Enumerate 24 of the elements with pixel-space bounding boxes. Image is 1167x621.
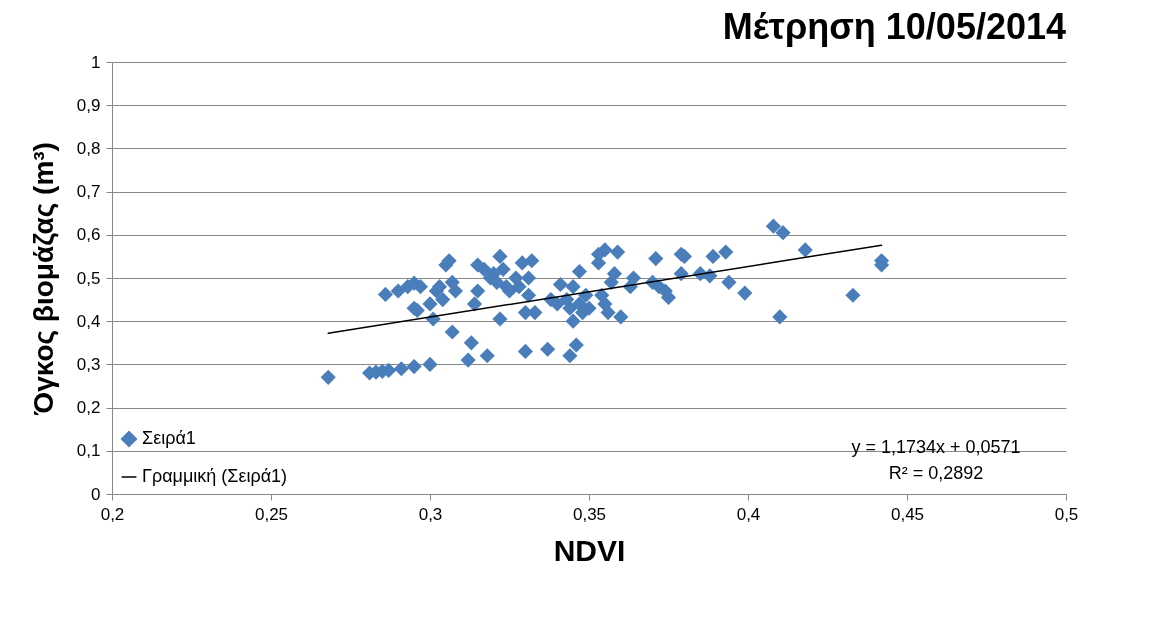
x-tick-label: 0,25 — [254, 504, 289, 524]
y-tick-label: 0,7 — [76, 182, 101, 202]
x-tick-label: 0,3 — [418, 504, 443, 524]
annotation: R² = 0,2892 — [888, 463, 984, 483]
annotation: y = 1,1734x + 0,0571 — [851, 437, 1021, 457]
y-tick-label: 0 — [91, 484, 101, 504]
y-tick-label: 0,3 — [76, 354, 101, 374]
x-tick-label: 0,5 — [1054, 504, 1079, 524]
y-tick-label: 1 — [91, 52, 101, 72]
y-tick-label: 0,1 — [76, 441, 101, 461]
y-axis-title: Όγκος βιομάζας (m³) — [27, 142, 59, 416]
legend-label: Γραμμική (Σειρά1) — [142, 466, 288, 486]
legend-label: Σειρά1 — [142, 428, 196, 448]
y-tick-label: 0,6 — [76, 225, 101, 245]
y-tick-label: 0,8 — [76, 138, 101, 158]
chart-title: Μέτρηση 10/05/2014 — [722, 6, 1066, 47]
y-tick-label: 0,5 — [76, 268, 101, 288]
y-tick-label: 0,4 — [76, 311, 101, 331]
y-tick-label: 0,2 — [76, 398, 101, 418]
y-tick-label: 0,9 — [76, 95, 101, 115]
x-tick-label: 0,45 — [890, 504, 925, 524]
x-axis-title: NDVI — [553, 533, 626, 567]
x-tick-label: 0,35 — [572, 504, 607, 524]
x-tick-label: 0,4 — [736, 504, 761, 524]
